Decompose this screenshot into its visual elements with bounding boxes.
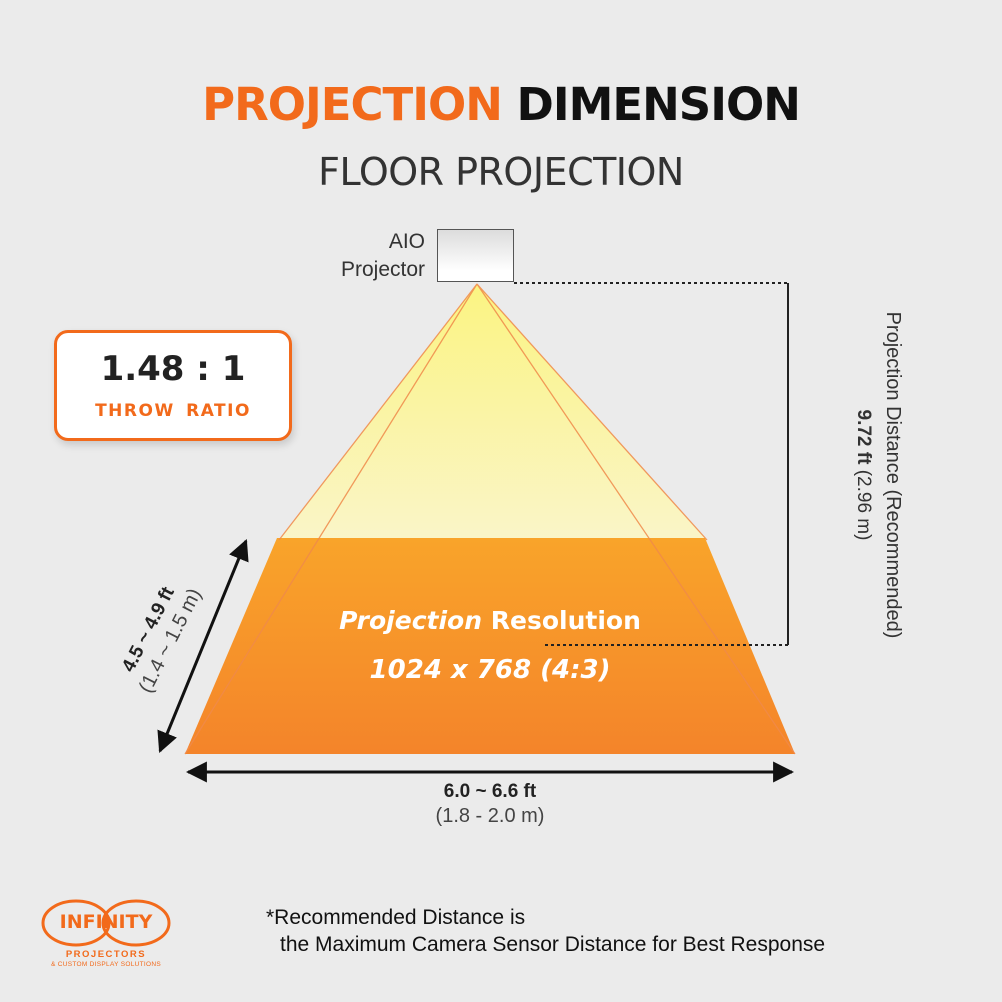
logo-word: INFINITY (59, 911, 153, 933)
projection-distance-ft: 9.72 ft (853, 409, 874, 465)
logo-ring (41, 899, 171, 947)
floor-image-area (185, 538, 795, 754)
width-value-m: (1.8 - 2.0 m) (435, 805, 545, 827)
footnote-line-1: *Recommended Distance is (266, 906, 526, 929)
throw-ratio-value: 1.48 : 1 (100, 349, 246, 389)
title-part-projection: PROJECTION (202, 78, 503, 131)
throw-ratio-card: 1.48 : 1 THROW RATIO (54, 330, 292, 441)
title-part-dimension: DIMENSION (516, 78, 801, 131)
footnote-line-2: the Maximum Camera Sensor Distance for B… (280, 933, 826, 956)
throw-ratio-label: THROW RATIO (95, 401, 251, 421)
logo-subtitle-1: PROJECTORS (65, 949, 147, 960)
projector-label: AIO Projector (300, 228, 425, 284)
page-subtitle: FLOOR PROJECTION (318, 150, 684, 194)
projection-distance-value: 9.72 ft (2.96 m) (848, 300, 878, 650)
projector-label-line2: Projector (340, 258, 425, 281)
projection-distance-label: Projection Distance (Recommended) 9.72 f… (838, 300, 908, 650)
light-beam (279, 284, 707, 540)
projection-distance-title: Projection Distance (Recommended) (882, 311, 904, 639)
resolution-label-rest: Resolution (490, 606, 641, 635)
infinity-logo: INFINITY PROJECTORS & CUSTOM DISPLAY SOL… (38, 898, 174, 970)
page-title: PROJECTION DIMENSION (0, 78, 1002, 131)
projector-label-line1: AIO (388, 230, 425, 253)
resolution-label: Projection Resolution (300, 606, 680, 635)
projection-distance-m: (2.96 m) (853, 469, 874, 541)
logo-subtitle-2: & CUSTOM DISPLAY SOLUTIONS (50, 961, 162, 968)
height-arrow (157, 539, 249, 753)
resolution-label-italic: Projection (339, 606, 483, 635)
resolution-value: 1024 x 768 (4:3) (369, 655, 611, 685)
projector-icon (437, 229, 514, 282)
width-value-ft: 6.0 ~ 6.6 ft (443, 781, 537, 802)
